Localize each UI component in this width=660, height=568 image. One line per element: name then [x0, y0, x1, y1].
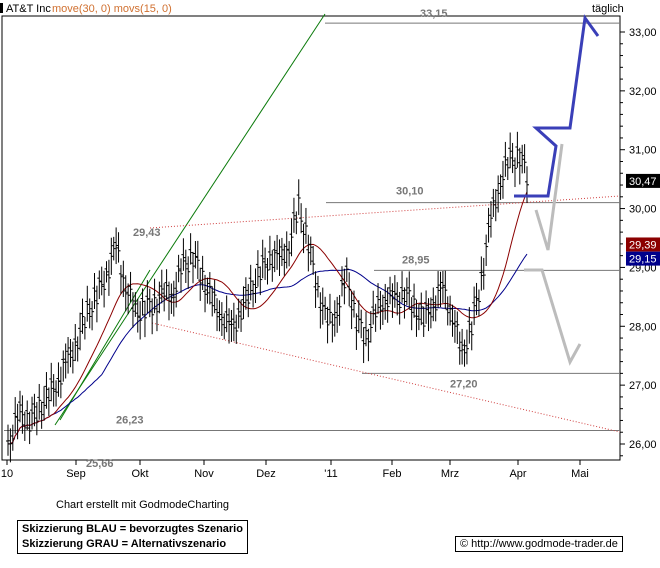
- x-tick-label: Dez: [256, 468, 276, 480]
- price-bars: [6, 131, 529, 463]
- y-tick-label: 30,00: [629, 204, 657, 216]
- x-tick-label: Okt: [131, 468, 148, 480]
- y-tick-label: 33,00: [629, 27, 657, 39]
- last-value-tag: [626, 173, 660, 188]
- x-tick-label: 10: [1, 468, 13, 480]
- level-label: 25,66: [86, 458, 114, 470]
- legend-blue-text: Skizzierung BLAU = bevorzugtes Szenario: [22, 523, 243, 535]
- support-resistance-levels: [4, 22, 620, 431]
- y-tick-label: 26,00: [629, 439, 657, 451]
- level-label: 30,10: [396, 186, 424, 198]
- chart-title: AT&T Inc: [6, 3, 51, 15]
- level-label: 29,43: [133, 227, 161, 239]
- x-tick-label: Nov: [194, 468, 214, 480]
- level-labels: 33,15 30,10 28,95 27,20 26,23 29,43 25,66: [86, 8, 478, 470]
- upper-red-trendline: [149, 195, 621, 229]
- lower-red-trendline: [151, 322, 621, 433]
- y-tick-label: 31,00: [629, 145, 657, 157]
- last-value-label: 29,15: [629, 254, 657, 266]
- indicator-legend: move(30, 0) movs(15, 0): [52, 3, 172, 15]
- scenario-legend: Skizzierung BLAU = bevorzugtes Szenario …: [17, 520, 248, 554]
- x-tick-label: Sep: [66, 468, 86, 480]
- last-value-tag: [626, 251, 660, 266]
- moving-average-blue: [7, 253, 528, 445]
- last-value-tags: 30,47 29,39 29,15: [626, 173, 660, 266]
- last-value-label: 29,39: [629, 239, 657, 251]
- x-axis-ticks: 10 Sep Okt Nov Dez '11 Feb Mrz Apr Mai: [1, 460, 589, 480]
- chart-credit: Chart erstellt mit GodmodeCharting: [56, 499, 230, 511]
- x-tick-label: Mrz: [441, 468, 459, 480]
- title-marker: [0, 3, 3, 13]
- x-tick-label: Feb: [383, 468, 402, 480]
- x-tick-label: Mai: [571, 468, 589, 480]
- last-value-label: 30,47: [629, 176, 657, 188]
- x-tick-label: Apr: [509, 468, 526, 480]
- website-link[interactable]: © http://www.godmode-trader.de: [455, 536, 623, 552]
- interval-label: täglich: [592, 3, 624, 15]
- level-label: 26,23: [116, 414, 144, 426]
- level-label: 27,20: [450, 378, 478, 390]
- blue-scenario-sketch: [514, 14, 600, 198]
- last-value-tag: [626, 237, 660, 252]
- y-tick-label: 28,00: [629, 321, 657, 333]
- gray-scenario-sketch-lower: [524, 268, 582, 366]
- level-label: 33,15: [420, 8, 448, 20]
- green-trendline: [54, 13, 326, 426]
- y-tick-label: 27,00: [629, 380, 657, 392]
- gray-scenario-sketch-upper: [534, 143, 564, 251]
- level-label: 28,95: [402, 254, 430, 266]
- legend-gray-text: Skizzierung GRAU = Alternativszenario: [22, 538, 227, 550]
- x-tick-label: '11: [324, 468, 338, 480]
- y-tick-label: 32,00: [629, 86, 657, 98]
